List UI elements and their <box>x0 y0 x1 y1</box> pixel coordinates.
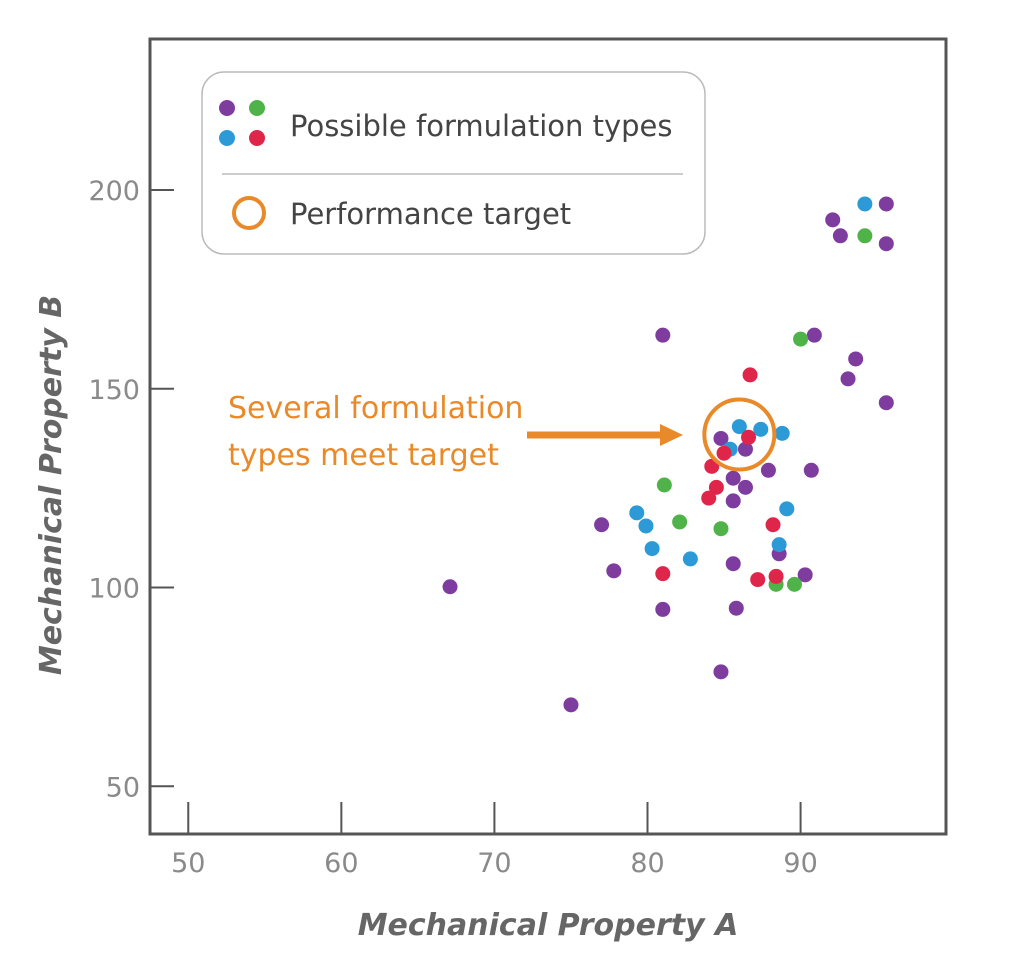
data-point-green <box>656 477 672 493</box>
data-point-green <box>786 576 802 592</box>
data-point-purple <box>797 567 813 583</box>
data-point-red <box>768 568 784 584</box>
legend-box <box>201 71 706 255</box>
data-point-purple <box>725 556 741 572</box>
data-point-purple <box>725 493 741 509</box>
data-point-purple <box>825 212 841 228</box>
data-point-purple <box>563 697 579 713</box>
data-point-green <box>793 331 809 347</box>
annotation-line-2: types meet target <box>228 438 499 473</box>
performance-target <box>702 397 777 472</box>
x-tick-label: 80 <box>630 848 664 879</box>
legend-green-dot <box>249 100 265 116</box>
x-tick-label: 90 <box>783 848 817 879</box>
data-point-blue <box>644 541 660 557</box>
y-tick-label: 150 <box>88 375 140 406</box>
legend-purple-dot <box>219 100 235 116</box>
data-points <box>442 196 894 713</box>
y-tick-label: 50 <box>106 772 140 803</box>
data-point-purple <box>713 664 729 680</box>
legend-label-formulation-types: Possible formulation types <box>290 109 672 143</box>
data-point-purple <box>655 327 671 343</box>
data-point-purple <box>803 462 819 478</box>
x-axis-ticks: 50 60 70 80 90 <box>171 802 818 879</box>
data-point-green <box>713 521 729 537</box>
data-point-blue <box>731 419 747 435</box>
data-point-blue <box>771 537 787 553</box>
data-point-purple <box>594 517 610 533</box>
legend-target-marker <box>232 196 266 230</box>
y-axis-title: Mechanical Property B <box>34 295 69 675</box>
data-point-red <box>741 429 757 445</box>
x-tick-label: 70 <box>477 848 511 879</box>
data-point-red <box>708 479 724 495</box>
data-point-blue <box>629 505 645 521</box>
data-point-purple <box>713 430 729 446</box>
data-point-purple <box>878 395 894 411</box>
legend: Possible formulation types Performance t… <box>201 71 706 255</box>
plot-frame <box>148 37 948 836</box>
data-point-blue <box>779 501 795 517</box>
data-point-red <box>655 566 671 582</box>
x-tick-label: 50 <box>171 848 205 879</box>
legend-label-performance-target: Performance target <box>290 197 571 231</box>
target-circle <box>702 397 777 472</box>
data-point-purple <box>878 236 894 252</box>
data-point-purple <box>840 371 856 387</box>
y-axis-ticks: 50 100 150 200 <box>88 176 174 803</box>
data-point-blue <box>774 425 790 441</box>
data-point-purple <box>442 579 458 595</box>
legend-blue-dot <box>219 130 235 146</box>
data-point-purple <box>737 479 753 495</box>
data-point-green <box>857 228 873 244</box>
legend-red-dot <box>249 130 265 146</box>
annotation: Several formulation types meet target <box>228 391 683 473</box>
y-tick-label: 200 <box>88 176 140 207</box>
data-point-purple <box>760 462 776 478</box>
data-point-red <box>716 445 732 461</box>
data-point-green <box>672 514 688 530</box>
data-point-blue <box>753 421 769 437</box>
x-axis-title: Mechanical Property A <box>358 908 739 943</box>
data-point-purple <box>606 563 622 579</box>
annotation-arrow-head <box>660 424 683 446</box>
x-tick-label: 60 <box>324 848 358 879</box>
data-point-purple <box>832 228 848 244</box>
annotation-line-1: Several formulation <box>228 391 523 426</box>
data-point-red <box>742 367 758 383</box>
data-point-purple <box>848 351 864 367</box>
data-point-blue <box>857 196 873 212</box>
y-tick-label: 100 <box>88 574 140 605</box>
data-point-purple <box>655 601 671 617</box>
data-point-red <box>701 490 717 506</box>
data-point-purple <box>806 327 822 343</box>
data-point-purple <box>737 441 753 457</box>
data-point-purple <box>728 600 744 616</box>
data-point-purple <box>878 196 894 212</box>
data-point-purple <box>725 470 741 486</box>
data-point-red <box>750 572 766 588</box>
data-point-blue <box>682 551 698 567</box>
data-point-red <box>765 517 781 533</box>
data-point-blue <box>638 518 654 534</box>
